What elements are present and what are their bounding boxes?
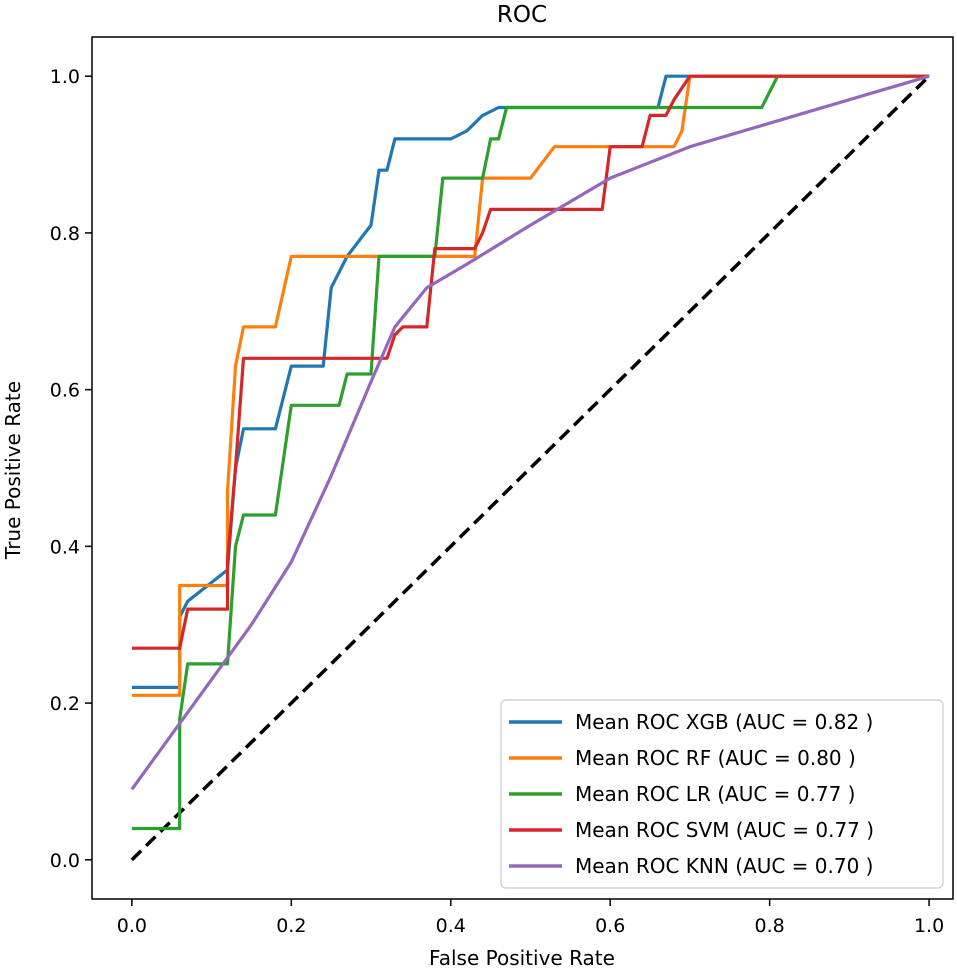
x-tick-label: 0.4 <box>436 915 466 937</box>
y-tick-label: 0.4 <box>50 536 80 558</box>
y-tick-label: 0.6 <box>50 380 80 402</box>
series-line-3 <box>131 74 930 650</box>
y-tick-label: 1.0 <box>50 66 80 88</box>
plot-area <box>91 36 954 900</box>
series-line-4 <box>130 74 930 791</box>
legend-label-4: Mean ROC KNN (AUC = 0.70 ) <box>575 854 873 878</box>
legend-label-1: Mean ROC RF (AUC = 0.80 ) <box>575 746 856 770</box>
legend: Mean ROC XGB (AUC = 0.82 ) Mean ROC RF (A… <box>500 699 944 889</box>
x-tick-label: 1.0 <box>914 915 944 937</box>
y-tick-label: 0.0 <box>50 850 80 872</box>
legend-box <box>500 699 944 889</box>
chart-title: ROC <box>497 2 547 28</box>
legend-label-3: Mean ROC SVM (AUC = 0.77 ) <box>575 818 874 842</box>
legend-label-0: Mean ROC XGB (AUC = 0.82 ) <box>575 710 873 734</box>
x-tick-label: 0.2 <box>276 915 306 937</box>
series-line-2 <box>131 74 930 831</box>
axes-frame <box>91 36 954 900</box>
y-axis-label: True Positive Rate <box>1 381 25 560</box>
x-tick-label: 0.6 <box>595 915 625 937</box>
x-axis-label: False Positive Rate <box>429 946 615 969</box>
x-tick-label: 0.0 <box>117 915 147 937</box>
y-tick-label: 0.8 <box>50 223 80 245</box>
series-line-1 <box>131 74 930 697</box>
legend-label-2: Mean ROC LR (AUC = 0.77 ) <box>575 782 855 806</box>
x-tick-label: 0.8 <box>755 915 785 937</box>
chance-line <box>130 74 931 862</box>
axis-ticks: 0.0 0.2 0.4 0.6 0.8 1.0 0.0 0.2 0.4 0.6 0.8 1.0 <box>50 66 944 937</box>
y-tick-label: 0.2 <box>50 693 80 715</box>
